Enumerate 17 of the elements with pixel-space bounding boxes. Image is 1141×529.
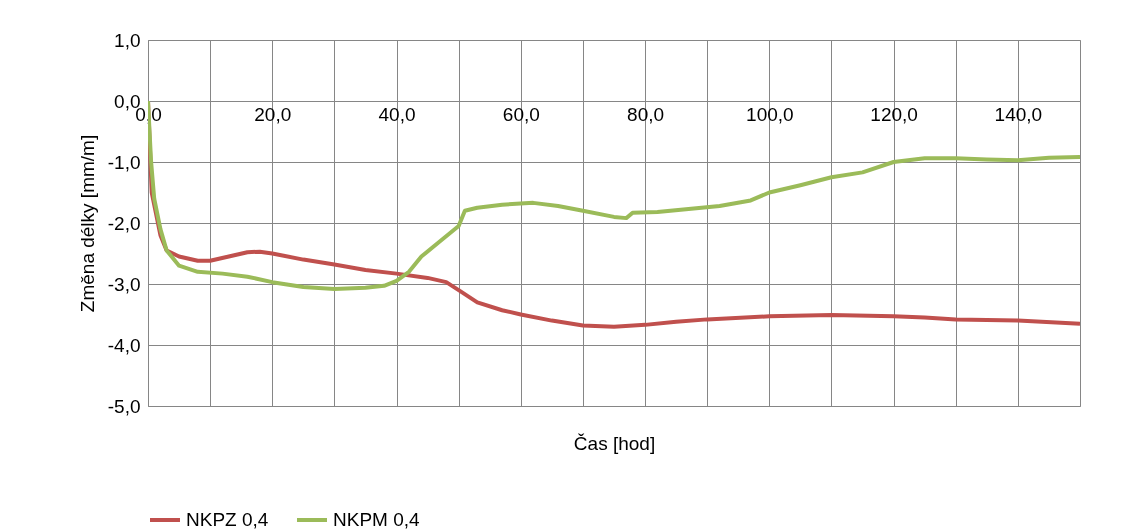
y-tick-label: -5,0 [107, 395, 141, 417]
x-axis-title: Čas [hod] [573, 432, 656, 454]
y-tick-label: -4,0 [107, 334, 141, 356]
y-tick-label: -2,0 [107, 212, 141, 234]
y-axis-title: Změna délky [mm/m] [76, 134, 98, 313]
x-tick-label: 100,0 [746, 103, 794, 125]
x-tick-label: 40,0 [378, 103, 416, 125]
x-tick-label: 20,0 [254, 103, 292, 125]
x-tick-label: 140,0 [994, 103, 1043, 125]
y-tick-label: 1,0 [114, 29, 141, 51]
legend-label: NKPM 0,4 [333, 509, 421, 529]
x-tick-label: 80,0 [627, 103, 665, 125]
legend-label: NKPZ 0,4 [186, 509, 269, 529]
y-tick-label: -1,0 [107, 151, 141, 173]
x-tick-label: 60,0 [502, 103, 540, 125]
x-tick-label: 120,0 [870, 103, 918, 125]
y-tick-label: -3,0 [107, 273, 141, 295]
